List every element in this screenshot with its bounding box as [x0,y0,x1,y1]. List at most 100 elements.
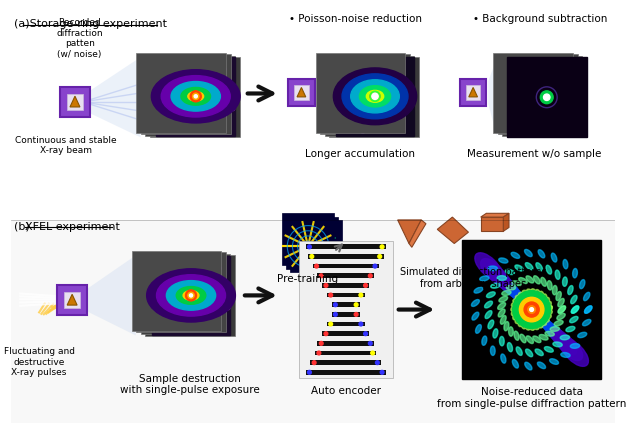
Ellipse shape [515,295,525,300]
Circle shape [192,294,196,298]
Polygon shape [320,54,410,134]
Circle shape [217,266,221,270]
Bar [462,240,602,379]
Circle shape [156,260,160,264]
Circle shape [397,93,401,97]
Circle shape [203,262,208,267]
Bar [288,79,315,106]
Polygon shape [67,294,77,305]
Circle shape [370,78,374,82]
Circle shape [376,361,380,365]
Circle shape [187,285,191,289]
Ellipse shape [370,93,380,100]
Circle shape [223,100,227,104]
Circle shape [188,286,191,290]
Circle shape [191,287,195,291]
Text: Noise-reduced data
from single-pulse diffraction pattern: Noise-reduced data from single-pulse dif… [437,387,627,408]
Ellipse shape [524,322,530,330]
Circle shape [189,98,193,102]
Circle shape [224,78,229,83]
Ellipse shape [509,288,524,302]
Ellipse shape [518,278,527,284]
Ellipse shape [500,354,506,363]
Circle shape [189,293,193,297]
Ellipse shape [147,269,236,322]
Circle shape [209,85,212,89]
Circle shape [196,90,200,95]
Circle shape [349,120,353,124]
Bar [322,331,369,336]
Circle shape [223,83,227,87]
Ellipse shape [546,265,552,274]
Circle shape [342,93,346,97]
Ellipse shape [573,268,577,278]
Bar [317,341,374,346]
Polygon shape [488,57,497,137]
Ellipse shape [526,276,534,283]
Circle shape [202,109,205,113]
Bar [11,220,614,423]
Circle shape [211,301,215,304]
Bar [299,241,393,378]
Circle shape [191,300,195,304]
Ellipse shape [518,292,528,297]
Circle shape [179,120,183,125]
Circle shape [353,119,357,123]
Circle shape [165,266,170,271]
Circle shape [168,316,173,321]
Ellipse shape [515,314,520,323]
Circle shape [200,109,204,113]
Polygon shape [437,217,468,243]
Ellipse shape [333,68,417,125]
Circle shape [190,63,195,68]
Ellipse shape [531,289,538,297]
Bar [156,57,235,136]
Circle shape [199,110,203,114]
Ellipse shape [525,249,532,257]
Polygon shape [409,220,426,247]
Circle shape [198,291,202,295]
Circle shape [220,278,223,282]
Circle shape [156,298,160,303]
Circle shape [185,308,189,312]
Circle shape [390,127,394,132]
Circle shape [173,325,179,330]
Circle shape [197,120,201,124]
Circle shape [182,305,186,309]
Circle shape [200,79,204,83]
Circle shape [170,68,175,72]
Circle shape [173,317,177,322]
Bar [310,360,381,365]
Circle shape [195,101,199,105]
Circle shape [193,87,196,91]
Ellipse shape [360,86,390,107]
Ellipse shape [502,291,511,295]
Ellipse shape [551,253,557,262]
Ellipse shape [497,276,507,280]
Circle shape [184,287,188,291]
Bar [64,292,81,308]
Circle shape [194,275,198,278]
Ellipse shape [570,317,578,323]
Circle shape [193,95,197,99]
Circle shape [180,258,185,262]
Ellipse shape [504,282,520,298]
Circle shape [204,67,207,71]
Circle shape [380,370,384,374]
Circle shape [319,342,323,345]
Circle shape [198,94,202,98]
Circle shape [204,262,207,266]
Circle shape [210,307,215,312]
Circle shape [155,298,159,303]
Circle shape [196,279,200,283]
Circle shape [372,71,376,75]
Circle shape [196,278,200,282]
Ellipse shape [532,336,541,343]
Circle shape [202,296,205,300]
Circle shape [224,79,228,83]
Ellipse shape [499,336,504,346]
Circle shape [349,110,354,114]
Circle shape [161,85,165,90]
Bar [294,85,308,100]
Circle shape [217,74,221,78]
